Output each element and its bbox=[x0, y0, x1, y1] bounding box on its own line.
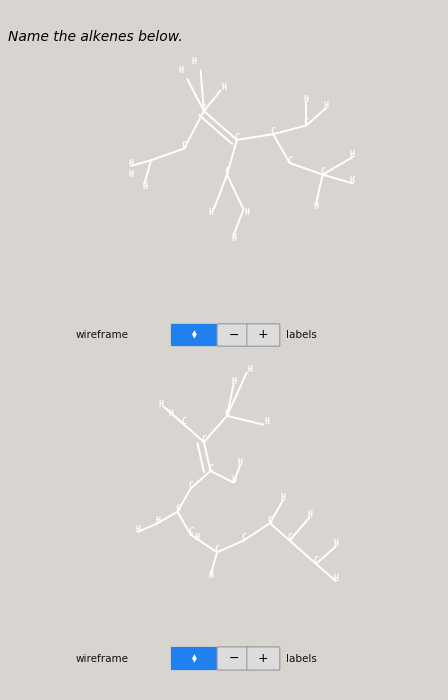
FancyBboxPatch shape bbox=[217, 324, 250, 346]
Text: −: − bbox=[228, 652, 239, 665]
Text: H: H bbox=[314, 202, 319, 211]
Text: H: H bbox=[350, 176, 355, 185]
Text: H: H bbox=[168, 409, 173, 417]
Text: labels: labels bbox=[286, 654, 317, 664]
FancyBboxPatch shape bbox=[247, 647, 280, 670]
Text: H: H bbox=[135, 524, 140, 533]
Text: H: H bbox=[264, 417, 269, 426]
Text: H: H bbox=[231, 377, 236, 386]
Text: H: H bbox=[195, 533, 200, 542]
Text: H: H bbox=[221, 83, 226, 92]
FancyBboxPatch shape bbox=[247, 324, 280, 346]
Text: C: C bbox=[188, 481, 193, 490]
Text: H: H bbox=[159, 400, 164, 409]
Text: C: C bbox=[188, 527, 193, 536]
Text: C: C bbox=[304, 118, 309, 127]
Text: C: C bbox=[202, 104, 207, 113]
Text: C: C bbox=[208, 463, 213, 473]
Text: H: H bbox=[350, 150, 355, 159]
Text: H: H bbox=[333, 539, 338, 548]
Text: H: H bbox=[208, 571, 213, 580]
Text: H: H bbox=[155, 516, 160, 525]
Text: H: H bbox=[304, 95, 309, 104]
FancyBboxPatch shape bbox=[171, 647, 217, 670]
Text: labels: labels bbox=[286, 330, 317, 340]
Text: H: H bbox=[307, 510, 312, 519]
Text: +: + bbox=[258, 328, 269, 342]
Text: C: C bbox=[314, 556, 319, 566]
Text: H: H bbox=[142, 182, 147, 190]
Text: H: H bbox=[129, 170, 134, 179]
Text: −: − bbox=[228, 328, 239, 342]
Text: C: C bbox=[215, 545, 220, 554]
Text: C: C bbox=[224, 409, 229, 417]
Text: C: C bbox=[175, 504, 180, 513]
Text: C: C bbox=[320, 167, 325, 176]
Text: H: H bbox=[178, 66, 183, 75]
Text: wireframe: wireframe bbox=[75, 654, 128, 664]
Text: H: H bbox=[248, 365, 253, 374]
Text: ▲
▼: ▲ ▼ bbox=[192, 654, 196, 663]
Text: Name the alkenes below.: Name the alkenes below. bbox=[8, 30, 183, 44]
FancyBboxPatch shape bbox=[171, 324, 217, 346]
Text: H: H bbox=[244, 208, 249, 217]
Text: H: H bbox=[280, 493, 286, 502]
Text: wireframe: wireframe bbox=[75, 330, 128, 340]
Text: H: H bbox=[129, 158, 134, 167]
Text: C: C bbox=[181, 141, 187, 150]
FancyBboxPatch shape bbox=[217, 647, 250, 670]
Text: H: H bbox=[191, 57, 197, 66]
Text: C: C bbox=[234, 132, 239, 141]
Text: C: C bbox=[287, 533, 292, 542]
Text: H: H bbox=[333, 574, 338, 583]
Text: C: C bbox=[202, 435, 207, 444]
Text: H: H bbox=[208, 208, 213, 217]
Text: C: C bbox=[224, 167, 229, 176]
Text: H: H bbox=[231, 475, 236, 484]
Text: +: + bbox=[258, 652, 269, 665]
Text: ▲
▼: ▲ ▼ bbox=[192, 330, 196, 340]
Text: H: H bbox=[238, 458, 243, 467]
Text: H: H bbox=[231, 234, 236, 243]
Text: C: C bbox=[271, 127, 276, 136]
Text: C: C bbox=[241, 533, 246, 542]
Text: C: C bbox=[267, 516, 272, 525]
Text: H: H bbox=[323, 101, 328, 110]
Text: C: C bbox=[287, 155, 292, 164]
Text: C: C bbox=[181, 417, 187, 426]
